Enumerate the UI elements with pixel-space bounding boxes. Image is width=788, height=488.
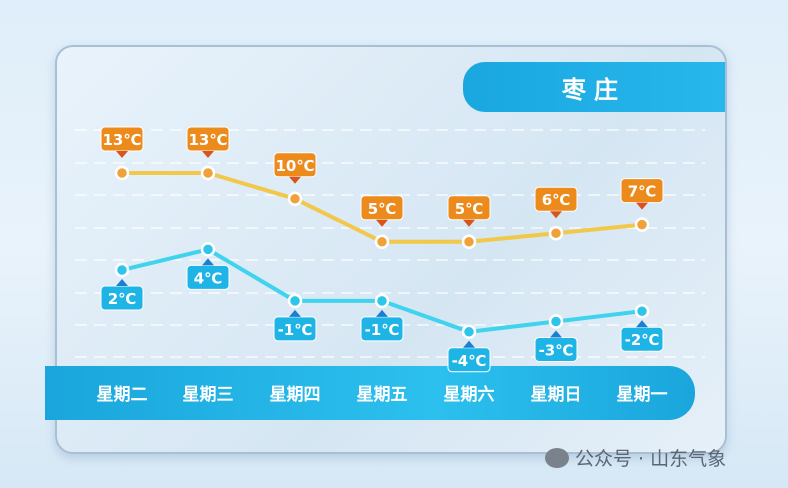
data-point [114,262,130,278]
data-label: -1℃ [273,309,317,342]
data-point [634,217,650,232]
watermark: 公众号 · 山东气象 [545,444,726,471]
day-label: 星期五 [357,385,408,405]
data-point [548,225,564,241]
data-label: 13℃ [100,126,144,158]
data-label: -2℃ [620,320,664,352]
data-label: 13℃ [186,126,230,158]
svg-text:-3℃: -3℃ [539,342,574,360]
day-label: 星期一 [617,385,668,405]
data-point [287,293,303,309]
data-point [461,324,477,340]
data-point [374,234,390,250]
day-label: 星期三 [183,385,234,405]
data-label: 6℃ [534,186,578,219]
svg-text:4℃: 4℃ [194,269,223,287]
data-point [634,303,650,319]
svg-text:6℃: 6℃ [542,191,571,209]
data-label: 5℃ [360,195,404,227]
svg-text:-1℃: -1℃ [278,321,313,339]
data-label: 5℃ [447,195,491,227]
day-label: 星期六 [444,384,495,405]
watermark-text: 公众号 · 山东气象 [575,448,727,470]
svg-text:5℃: 5℃ [455,200,484,218]
day-label: 星期二 [97,385,148,405]
chart-title: 枣庄 [463,62,725,112]
data-label: 2℃ [100,279,144,311]
data-point [548,314,564,329]
data-point [200,242,216,257]
data-point [200,165,216,181]
data-label: 10℃ [273,152,317,184]
day-label: 星期日 [531,385,582,405]
data-label: -1℃ [360,309,404,342]
svg-text:-2℃: -2℃ [625,331,660,349]
data-point [374,293,390,309]
day-label: 星期四 [270,385,321,405]
data-label: 7℃ [620,178,664,210]
svg-text:13℃: 13℃ [188,131,227,149]
svg-text:13℃: 13℃ [102,131,141,149]
svg-text:-1℃: -1℃ [365,321,400,339]
data-point [461,234,477,250]
day-bar [45,366,695,420]
svg-text:5℃: 5℃ [368,200,397,218]
data-label: -4℃ [447,340,491,373]
data-label: 4℃ [186,258,230,290]
data-point [287,191,303,207]
svg-text:-4℃: -4℃ [452,352,487,370]
wechat-icon [545,447,569,468]
data-point [114,165,130,181]
data-label: -3℃ [534,330,578,362]
svg-text:10℃: 10℃ [275,157,314,175]
svg-text:2℃: 2℃ [108,290,137,308]
svg-text:7℃: 7℃ [628,183,657,201]
